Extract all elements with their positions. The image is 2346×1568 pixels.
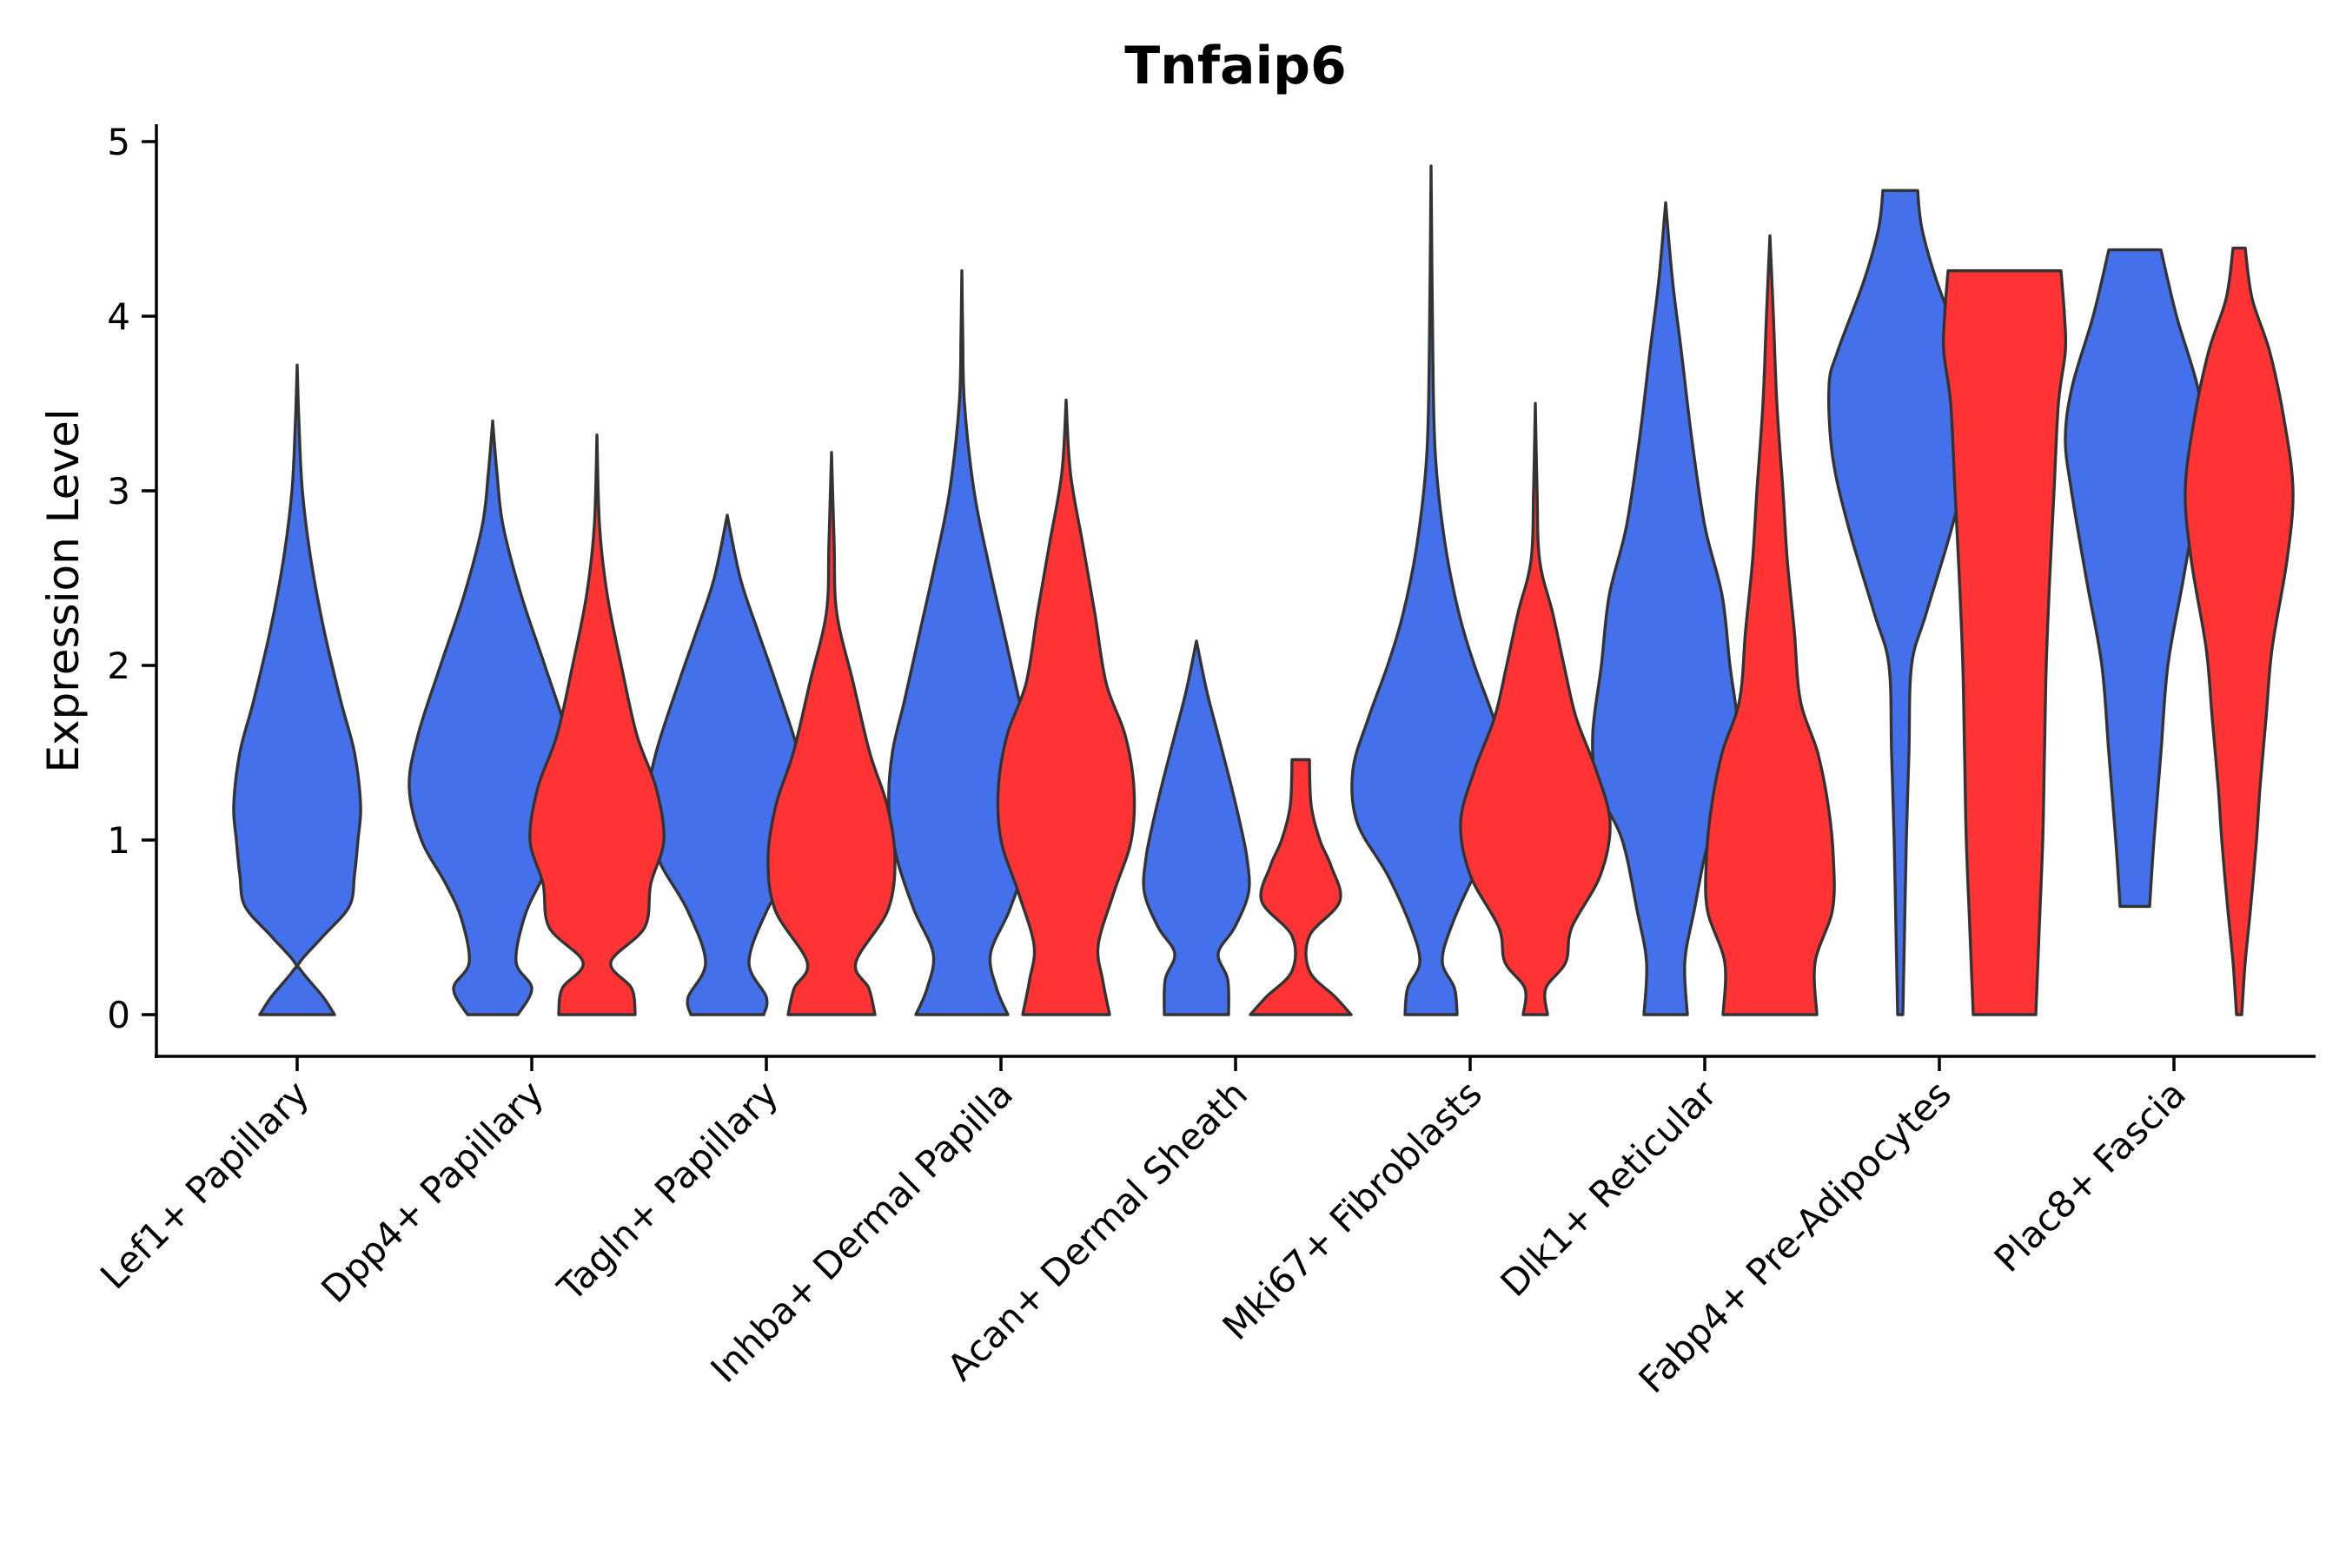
violin-blue-group-3: [887, 269, 1037, 1016]
violin-red-group-1: [528, 433, 666, 1016]
violin-blue-group-7: [1826, 189, 1974, 1016]
violin-red-group-4: [1249, 758, 1353, 1016]
y-tick-label: 0: [107, 994, 130, 1036]
violin-red-group-8: [2184, 246, 2295, 1016]
violin-red-group-3: [996, 398, 1137, 1016]
x-tick-label: Dlk1+ Reticular: [1493, 1072, 1726, 1305]
x-tick-label: Lef1+ Papillary: [92, 1072, 317, 1297]
y-tick-label: 1: [107, 819, 130, 862]
violin-red-group-7: [1941, 269, 2068, 1016]
violin-blue-group-8: [2064, 248, 2206, 909]
x-tick-label: Plac8+ Fascia: [1986, 1072, 2194, 1280]
x-tick-label: Dpp4+ Papillary: [313, 1072, 552, 1311]
violin-blue-group-0: [232, 363, 362, 1016]
violin-red-group-6: [1704, 234, 1836, 1016]
y-ticks: 0 1 2 3 4 5: [107, 121, 156, 1036]
y-tick-label: 4: [107, 295, 130, 338]
y-tick-label: 5: [107, 121, 130, 163]
violin-red-group-2: [766, 451, 897, 1016]
y-tick-label: 3: [107, 470, 130, 513]
x-tick-label: Tagln+ Papillary: [549, 1072, 786, 1309]
violins-layer: [232, 164, 2295, 1016]
y-tick-label: 2: [107, 645, 130, 687]
x-tick-label: Mki67+ Fibroblasts: [1215, 1072, 1490, 1347]
y-axis-label: Expression Level: [38, 408, 89, 772]
violin-blue-group-4: [1142, 639, 1251, 1016]
chart-title: Tnfaip6: [1124, 36, 1347, 96]
violin-red-group-5: [1459, 401, 1612, 1016]
violin-blue-group-2: [646, 513, 809, 1016]
